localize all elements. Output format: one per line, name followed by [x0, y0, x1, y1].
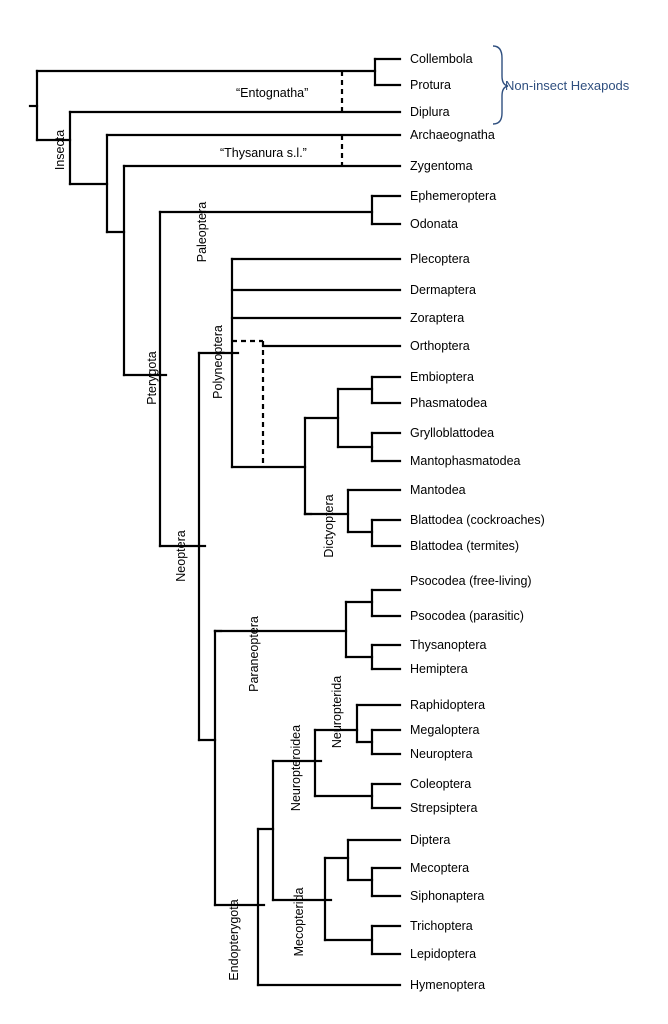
- taxon-label: Diptera: [410, 833, 450, 847]
- note-entognatha: “Entognatha”: [236, 86, 308, 100]
- taxon-label: Psocodea (parasitic): [410, 609, 524, 623]
- clade-label-paleoptera: Paleoptera: [195, 202, 209, 263]
- taxon-label: Siphonaptera: [410, 889, 484, 903]
- taxon-label: Coleoptera: [410, 777, 471, 791]
- dashed-links: [232, 71, 344, 467]
- taxon-label: Megaloptera: [410, 723, 480, 737]
- note-thysanura: “Thysanura s.l.”: [220, 146, 307, 160]
- note-non-insect-hexapods: Non-insect Hexapods: [505, 78, 630, 93]
- taxon-label: Odonata: [410, 217, 458, 231]
- taxon-label: Dermaptera: [410, 283, 476, 297]
- taxon-label: Blattodea (termites): [410, 539, 519, 553]
- taxon-label: Embioptera: [410, 370, 474, 384]
- clade-label-insecta: Insecta: [53, 130, 67, 170]
- taxon-labels: Collembola Protura Diplura Archaeognatha…: [410, 52, 545, 992]
- taxon-label: Orthoptera: [410, 339, 470, 353]
- taxon-label: Blattodea (cockroaches): [410, 513, 545, 527]
- clade-label-neuropteroidea: Neuropteroidea: [289, 725, 303, 811]
- tree-branches: [28, 57, 402, 987]
- clade-label-endopterygota: Endopterygota: [227, 899, 241, 980]
- clade-label-neuropterida: Neuropterida: [330, 676, 344, 748]
- taxon-label: Strepsiptera: [410, 801, 477, 815]
- taxon-label: Trichoptera: [410, 919, 473, 933]
- taxon-label: Diplura: [410, 105, 450, 119]
- taxon-label: Collembola: [410, 52, 473, 66]
- taxon-label: Mantodea: [410, 483, 466, 497]
- taxon-label: Plecoptera: [410, 252, 470, 266]
- hexapod-brace: [492, 45, 509, 125]
- taxon-label: Psocodea (free-living): [410, 574, 532, 588]
- taxon-label: Zoraptera: [410, 311, 464, 325]
- clade-label-pterygota: Pterygota: [145, 351, 159, 405]
- taxon-label: Grylloblattodea: [410, 426, 494, 440]
- notes: “Entognatha” “Thysanura s.l.” Non-insect…: [220, 78, 630, 160]
- taxon-label: Mantophasmatodea: [410, 454, 521, 468]
- taxon-label: Protura: [410, 78, 451, 92]
- clade-label-dictyoptera: Dictyoptera: [322, 494, 336, 557]
- node-ticks: [158, 351, 333, 907]
- taxon-label: Archaeognatha: [410, 128, 495, 142]
- clade-labels: Insecta Pterygota Paleoptera Neoptera Po…: [53, 130, 344, 981]
- taxon-label: Hymenoptera: [410, 978, 485, 992]
- taxon-label: Neuroptera: [410, 747, 473, 761]
- taxon-label: Zygentoma: [410, 159, 473, 173]
- taxon-label: Mecoptera: [410, 861, 469, 875]
- taxon-label: Lepidoptera: [410, 947, 476, 961]
- taxon-label: Ephemeroptera: [410, 189, 496, 203]
- clade-label-neoptera: Neoptera: [174, 530, 188, 581]
- taxon-label: Thysanoptera: [410, 638, 486, 652]
- taxon-label: Hemiptera: [410, 662, 468, 676]
- taxon-label: Phasmatodea: [410, 396, 487, 410]
- taxon-label: Raphidoptera: [410, 698, 485, 712]
- clade-label-polyneoptera: Polyneoptera: [211, 325, 225, 399]
- clade-label-mecopterida: Mecopterida: [292, 888, 306, 957]
- clade-label-paraneoptera: Paraneoptera: [247, 616, 261, 692]
